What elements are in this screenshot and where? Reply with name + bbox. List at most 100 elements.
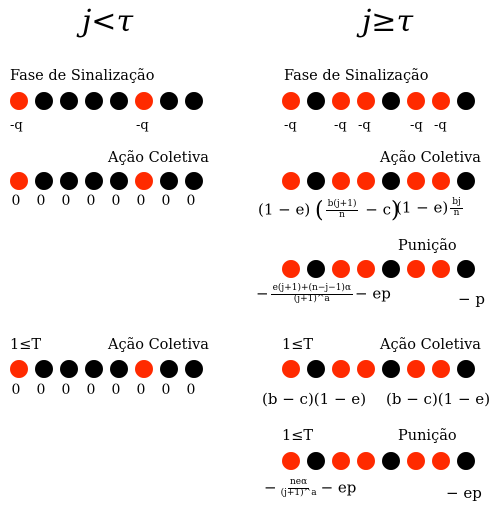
red-player-dot (357, 360, 375, 378)
right-punish2-label: Punição (398, 428, 457, 444)
black-player-dot (457, 172, 475, 190)
black-player-dot (185, 360, 203, 378)
red-player-dot (332, 92, 350, 110)
right-signal-cost-1: -q (284, 118, 297, 133)
black-player-dot (307, 172, 325, 190)
right-punish-coop-payoff: − e(j+1)+(n−j−1)α (j+1)^a − ep (256, 283, 391, 305)
payoff-value: 0 (61, 193, 71, 209)
left-collective2-label: Ação Coletiva (108, 337, 209, 353)
right-punish-label: Punição (398, 238, 457, 254)
black-player-dot (307, 360, 325, 378)
red-player-dot (407, 92, 425, 110)
payoff-value: 0 (186, 193, 196, 209)
payoff-value: 0 (136, 193, 146, 209)
black-player-dot (160, 172, 178, 190)
left-signal-cost-2: -q (136, 118, 149, 133)
right-collective2-tag: 1≤T (282, 337, 314, 353)
payoff-value: 0 (11, 382, 21, 398)
red-player-dot (432, 452, 450, 470)
open-paren: ( (315, 198, 324, 223)
punish2-tail: − ep (320, 478, 357, 497)
black-player-dot (35, 172, 53, 190)
black-player-dot (110, 92, 128, 110)
coop-cost: − c (365, 200, 391, 219)
coop-factor: (1 − e) (258, 200, 311, 219)
red-player-dot (282, 260, 300, 278)
left-collective-label: Ação Coletiva (108, 150, 209, 166)
red-player-dot (282, 360, 300, 378)
left-collective-dots (10, 172, 203, 190)
payoff-value: 0 (36, 382, 46, 398)
close-paren: ) (390, 198, 400, 223)
left-collective2-dots (10, 360, 203, 378)
right-punish-dots (282, 260, 475, 278)
red-player-dot (135, 172, 153, 190)
black-player-dot (185, 92, 203, 110)
black-player-dot (382, 172, 400, 190)
black-player-dot (85, 92, 103, 110)
red-player-dot (407, 360, 425, 378)
punish-frac-num: e(j+1)+(n−j−1)α (270, 283, 354, 295)
red-player-dot (432, 260, 450, 278)
red-player-dot (432, 172, 450, 190)
red-player-dot (282, 452, 300, 470)
red-player-dot (282, 92, 300, 110)
black-player-dot (110, 360, 128, 378)
payoff-value: 0 (161, 193, 171, 209)
coop-frac-num: b(j+1) (325, 199, 359, 211)
right-collective-def-payoff: (1 − e) bj n (396, 197, 465, 219)
black-player-dot (160, 92, 178, 110)
left-signal-label: Fase de Sinalização (10, 68, 155, 84)
black-player-dot (307, 260, 325, 278)
red-player-dot (10, 360, 28, 378)
payoff-value: 0 (186, 382, 196, 398)
right-collective2-coop-payoff: (b − c)(1 − e) (262, 390, 367, 408)
coop-frac-den: n (339, 210, 345, 220)
right-collective2-dots (282, 360, 475, 378)
right-signal-label: Fase de Sinalização (284, 68, 429, 84)
right-signal-cost-3: -q (358, 118, 371, 133)
red-player-dot (357, 92, 375, 110)
red-player-dot (407, 172, 425, 190)
right-punish2-def-payoff: − ep (446, 484, 482, 502)
red-player-dot (432, 92, 450, 110)
right-collective2-label: Ação Coletiva (380, 337, 481, 353)
black-player-dot (457, 452, 475, 470)
black-player-dot (60, 172, 78, 190)
payoff-value: 0 (36, 193, 46, 209)
red-player-dot (10, 92, 28, 110)
right-signal-cost-2: -q (334, 118, 347, 133)
red-player-dot (357, 172, 375, 190)
payoff-value: 0 (136, 382, 146, 398)
right-punish2-tag: 1≤T (282, 428, 314, 444)
payoff-value: 0 (111, 193, 121, 209)
def-frac-num: bj (450, 197, 463, 209)
right-collective-coop-payoff: (1 − e) (b(j+1) n − c) (258, 198, 400, 223)
right-signal-cost-5: -q (434, 118, 447, 133)
red-player-dot (282, 172, 300, 190)
right-signal-dots (282, 92, 475, 110)
payoff-value: 0 (11, 193, 21, 209)
punish-tail: − ep (355, 284, 391, 303)
red-player-dot (407, 452, 425, 470)
def-fraction: bj n (450, 197, 463, 219)
punish2-frac-num: neα (287, 477, 310, 489)
punish-frac-den: (j+1)^a (293, 293, 330, 304)
red-player-dot (135, 360, 153, 378)
black-player-dot (35, 92, 53, 110)
black-player-dot (60, 360, 78, 378)
right-punish2-dots (282, 452, 475, 470)
black-player-dot (110, 172, 128, 190)
black-player-dot (35, 360, 53, 378)
black-player-dot (60, 92, 78, 110)
red-player-dot (332, 172, 350, 190)
red-player-dot (357, 260, 375, 278)
punish2-frac-den: (j+1)^a (280, 487, 317, 498)
payoff-value: 0 (86, 382, 96, 398)
black-player-dot (307, 452, 325, 470)
punish2-fraction: neα (j+1)^a (279, 477, 319, 499)
black-player-dot (457, 92, 475, 110)
black-player-dot (382, 92, 400, 110)
